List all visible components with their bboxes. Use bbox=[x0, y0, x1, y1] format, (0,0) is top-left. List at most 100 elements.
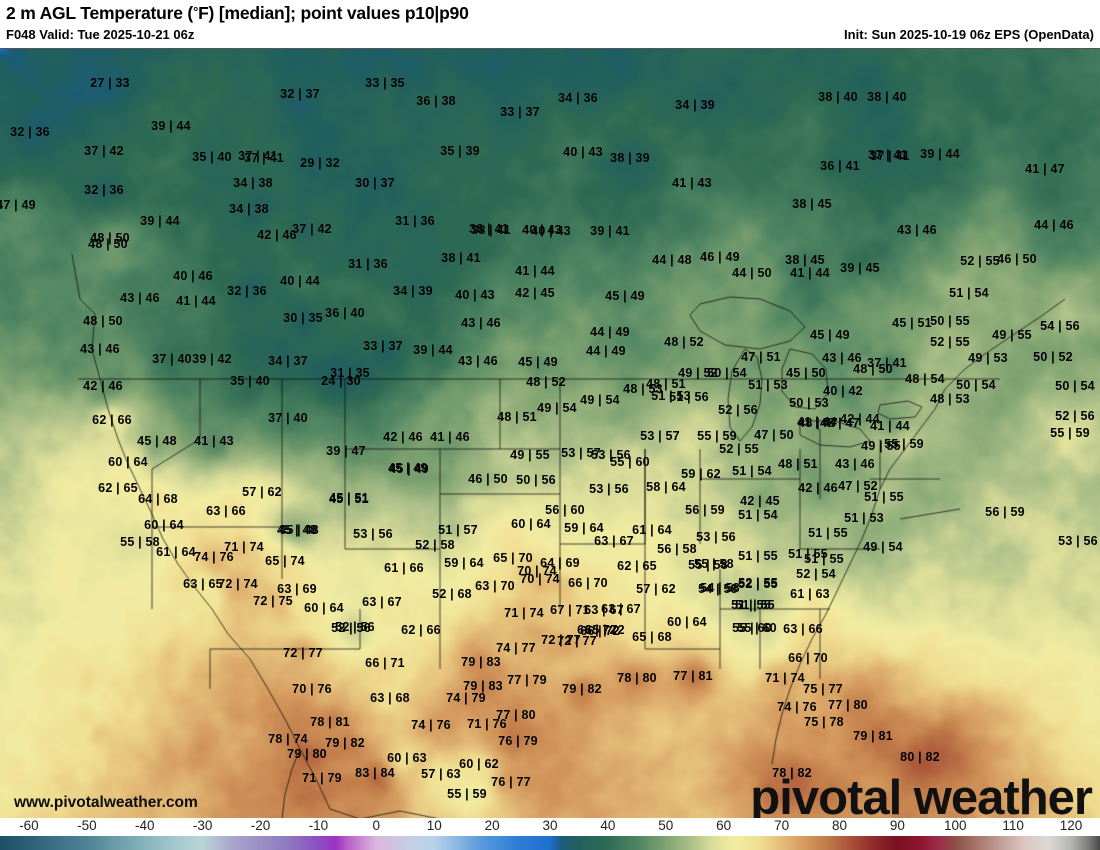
point-value-label: 39 | 44 bbox=[151, 119, 191, 133]
point-value-label: 41 | 47 bbox=[1025, 162, 1065, 176]
point-value-label: 39 | 47 bbox=[326, 444, 366, 458]
point-value-label: 39 | 44 bbox=[140, 214, 180, 228]
point-value-label: 79 | 83 bbox=[463, 679, 503, 693]
point-value-label: 37 | 41 bbox=[867, 356, 907, 370]
point-value-label: 39 | 44 bbox=[413, 343, 453, 357]
point-value-label: 40 | 43 bbox=[522, 223, 562, 237]
point-value-label: 60 | 64 bbox=[108, 455, 148, 469]
point-value-label: 40 | 46 bbox=[173, 269, 213, 283]
colorbar-tick-label: 50 bbox=[658, 818, 674, 833]
colorbar-tick-label: 70 bbox=[774, 818, 790, 833]
point-value-label: 55 | 58 bbox=[120, 535, 160, 549]
point-value-label: 49 | 52 bbox=[678, 366, 718, 380]
point-value-label: 38 | 45 bbox=[785, 253, 825, 267]
point-value-label: 57 | 62 bbox=[636, 582, 676, 596]
point-value-label: 52 | 56 bbox=[331, 621, 371, 635]
point-value-label: 53 | 56 bbox=[696, 530, 736, 544]
point-value-label: 63 | 66 bbox=[783, 622, 823, 636]
point-value-label: 50 | 56 bbox=[516, 473, 556, 487]
point-value-label: 59 | 64 bbox=[444, 556, 484, 570]
point-value-label: 45 | 49 bbox=[605, 289, 645, 303]
point-value-label: 66 | 70 bbox=[568, 576, 608, 590]
point-value-label: 62 | 66 bbox=[92, 413, 132, 427]
point-value-label: 63 | 69 bbox=[277, 582, 317, 596]
colorbar-gradient[interactable] bbox=[0, 836, 1100, 850]
point-value-label: 37 | 40 bbox=[268, 411, 308, 425]
point-value-label: 63 | 68 bbox=[370, 691, 410, 705]
point-value-label: 48 | 52 bbox=[526, 375, 566, 389]
point-value-label: 55 | 59 bbox=[1050, 426, 1090, 440]
point-value-label: 60 | 64 bbox=[144, 518, 184, 532]
point-value-label: 34 | 39 bbox=[393, 284, 433, 298]
point-value-label: 32 | 37 bbox=[280, 87, 320, 101]
point-value-label: 33 | 35 bbox=[365, 76, 405, 90]
point-value-label: 44 | 49 bbox=[586, 344, 626, 358]
temperature-map[interactable]: 27 | 33 32 | 36 37 | 42 35 | 40 37 | 41 32 | … bbox=[0, 48, 1100, 818]
point-value-label: 36 | 40 bbox=[325, 306, 365, 320]
point-value-label: 72 | 75 bbox=[253, 594, 293, 608]
colorbar-tick-label: -50 bbox=[77, 818, 97, 833]
point-value-label: 44 | 48 bbox=[652, 253, 692, 267]
point-value-label: 54 | 58 bbox=[700, 581, 740, 595]
point-value-label: 45 | 48 bbox=[137, 434, 177, 448]
colorbar[interactable]: -60 -50 -40 -30 -20 -10 0 10 20 30 40 50 60 70 80 90 100… bbox=[0, 818, 1100, 850]
degree-symbol: ° bbox=[193, 4, 199, 19]
point-value-label: 66 | 72 bbox=[580, 624, 620, 638]
point-value-label: 65 | 74 bbox=[265, 554, 305, 568]
point-value-label: 62 | 66 bbox=[401, 623, 441, 637]
point-value-label: 49 | 54 bbox=[537, 401, 577, 415]
point-value-label: 51 | 53 bbox=[748, 378, 788, 392]
point-value-label: 79 | 82 bbox=[562, 682, 602, 696]
point-value-label: 62 | 65 bbox=[98, 481, 138, 495]
point-value-label: 64 | 69 bbox=[540, 556, 580, 570]
pivotal-weather-watermark: pivotal weather bbox=[750, 771, 1093, 818]
colorbar-tick-label: 60 bbox=[716, 818, 732, 833]
point-value-label: 61 | 64 bbox=[156, 545, 196, 559]
point-value-label: 34 | 36 bbox=[558, 91, 598, 105]
point-value-label: 40 | 44 bbox=[280, 274, 320, 288]
point-value-label: 52 | 56 bbox=[718, 403, 758, 417]
point-value-label: 60 | 64 bbox=[511, 517, 551, 531]
colorbar-tick-label: -10 bbox=[308, 818, 329, 833]
point-value-label: 61 | 66 bbox=[384, 561, 424, 575]
colorbar-tick-label: 120 bbox=[1059, 818, 1083, 833]
point-value-label: 38 | 41 bbox=[441, 251, 481, 265]
point-value-label: 45 | 49 bbox=[518, 355, 558, 369]
point-value-label: 30 | 35 bbox=[283, 311, 323, 325]
point-value-label: 42 | 46 bbox=[257, 228, 297, 242]
point-value-label: 53 | 56 bbox=[589, 482, 629, 496]
site-url-label: www.pivotalweather.com bbox=[14, 794, 198, 811]
point-value-label: 36 | 41 bbox=[820, 159, 860, 173]
point-value-label: 56 | 59 bbox=[985, 505, 1025, 519]
point-value-label: 60 | 64 bbox=[304, 601, 344, 615]
point-value-label: 34 | 38 bbox=[233, 176, 273, 190]
point-value-label: 45 | 48 bbox=[279, 523, 319, 537]
title-unit-text: F) [median]; point values p10|p90 bbox=[198, 3, 469, 23]
point-value-label: 37 | 41 bbox=[238, 149, 278, 163]
point-value-label: 49 | 54 bbox=[580, 393, 620, 407]
point-value-label: 49 | 53 bbox=[968, 351, 1008, 365]
colorbar-tick-label: 0 bbox=[372, 818, 381, 833]
point-value-label: 45 | 49 bbox=[388, 461, 428, 475]
valid-time-label: F048 Valid: Tue 2025-10-21 06z bbox=[6, 27, 195, 42]
point-value-label: 61 | 63 bbox=[790, 587, 830, 601]
point-value-label: 48 | 50 bbox=[88, 237, 128, 251]
point-value-label: 60 | 62 bbox=[459, 757, 499, 771]
point-value-label: 50 | 53 bbox=[789, 396, 829, 410]
point-value-label: 78 | 82 bbox=[772, 766, 812, 780]
point-value-label: 53 | 56 bbox=[1058, 534, 1098, 548]
point-value-label: 55 | 59 bbox=[447, 787, 487, 801]
point-value-label: 34 | 38 bbox=[229, 202, 269, 216]
point-value-label: 72 | 74 bbox=[218, 577, 258, 591]
point-value-label: 79 | 80 bbox=[287, 747, 327, 761]
point-value-label: 48 | 51 bbox=[646, 377, 686, 391]
point-value-label: 52 | 58 bbox=[415, 538, 455, 552]
point-value-label: 60 | 64 bbox=[667, 615, 707, 629]
point-value-label: 63 | 67 bbox=[584, 603, 624, 617]
point-value-label: 52 | 56 bbox=[1055, 409, 1095, 423]
point-value-label: 37 | 42 bbox=[84, 144, 124, 158]
point-value-label: 71 | 79 bbox=[302, 771, 342, 785]
point-value-label: 41 | 44 bbox=[515, 264, 555, 278]
point-value-label: 63 | 70 bbox=[475, 579, 515, 593]
point-value-label: 40 | 42 bbox=[823, 384, 863, 398]
